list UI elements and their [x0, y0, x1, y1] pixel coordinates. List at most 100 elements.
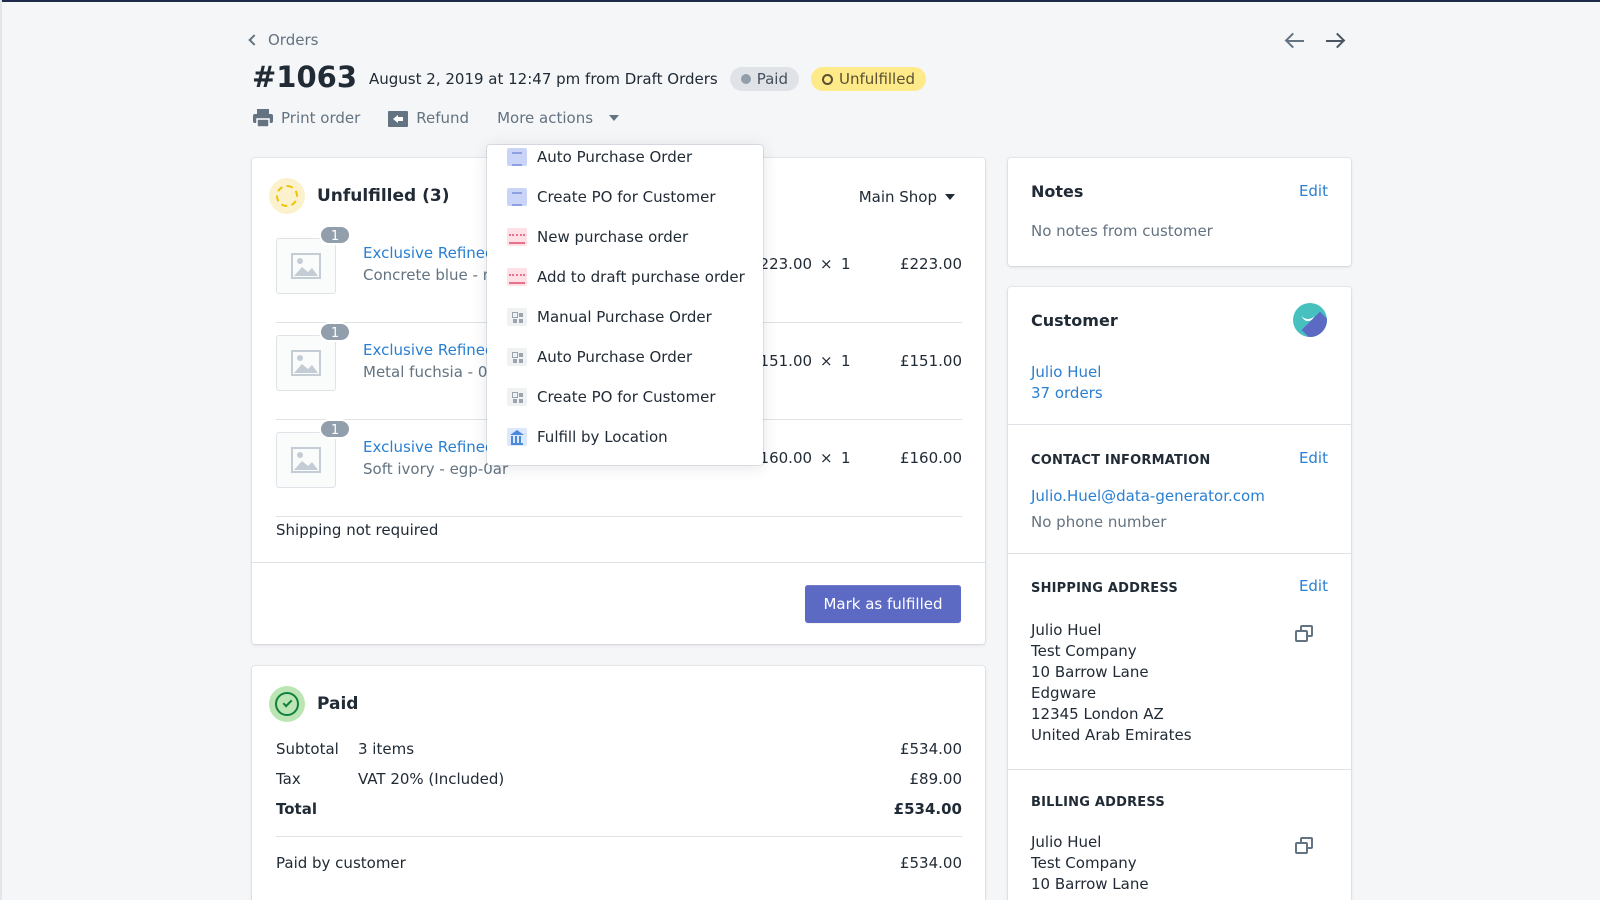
copy-icon[interactable] — [1295, 837, 1315, 855]
purchase-app-icon — [507, 268, 527, 286]
menu-item-auto-purchase-order-2[interactable]: Auto Purchase Order — [487, 337, 763, 377]
more-actions-button[interactable]: More actions — [497, 109, 620, 127]
paid-by-label: Paid by customer — [276, 854, 406, 872]
address-line: Test Company — [1031, 642, 1137, 660]
menu-item-label: Create PO for Customer — [537, 188, 716, 206]
shipping-address: Julio Huel Test Company 10 Barrow Lane E… — [1031, 620, 1192, 746]
customer-card: Customer Julio Huel 37 orders CONTACT IN… — [1008, 287, 1351, 900]
divider — [252, 562, 985, 563]
line-total: £223.00 — [899, 255, 962, 273]
notes-edit-link[interactable]: Edit — [1298, 182, 1328, 200]
subtotal-desc: 3 items — [358, 740, 415, 758]
divider — [276, 836, 962, 837]
location-select[interactable]: Main Shop — [859, 188, 955, 206]
address-line: Test Company — [1031, 854, 1137, 872]
product-link[interactable]: Exclusive Refined — [363, 341, 495, 359]
refund-button[interactable]: Refund — [388, 109, 469, 127]
breadcrumb-orders[interactable]: Orders — [268, 31, 319, 49]
tax-amount: £89.00 — [909, 770, 963, 788]
line-total: £160.00 — [899, 449, 962, 467]
location-label: Main Shop — [858, 188, 937, 206]
menu-item-label: Auto Purchase Order — [537, 348, 693, 366]
divider — [1008, 769, 1351, 770]
menu-item-manual-purchase-order[interactable]: Manual Purchase Order — [487, 297, 763, 337]
arrow-left-icon[interactable] — [1284, 30, 1306, 52]
unit-price: £160.00 — [750, 449, 813, 467]
unfulfilled-title: Unfulfilled (3) — [317, 186, 450, 206]
times-sign: × — [820, 255, 833, 273]
product-variant: Soft ivory - egp-0ar — [363, 460, 509, 478]
printer-icon — [253, 109, 273, 127]
paid-status-badge: Paid — [729, 67, 799, 91]
unfulfilled-status-badge: Unfulfilled — [811, 67, 926, 91]
avatar — [1293, 303, 1327, 337]
subtotal-label: Subtotal — [276, 740, 339, 758]
quantity: 1 — [841, 255, 851, 273]
breadcrumb[interactable]: Orders — [248, 31, 319, 49]
menu-item-new-purchase-order[interactable]: New purchase order — [487, 217, 763, 257]
arrow-right-icon[interactable] — [1324, 30, 1346, 52]
product-thumbnail — [276, 238, 336, 294]
billing-address: Julio Huel Test Company 10 Barrow Lane — [1031, 832, 1149, 895]
order-actions: Print order Refund More actions — [253, 109, 620, 127]
unit-price: £151.00 — [750, 352, 813, 370]
contact-edit-link[interactable]: Edit — [1298, 449, 1328, 467]
paid-header: Paid — [269, 686, 358, 722]
product-thumbnail — [276, 335, 336, 391]
print-order-label: Print order — [281, 109, 361, 127]
contact-info-label: CONTACT INFORMATION — [1031, 453, 1211, 468]
copy-icon[interactable] — [1295, 625, 1315, 643]
customer-orders-link[interactable]: 37 orders — [1031, 384, 1103, 402]
more-actions-label: More actions — [497, 109, 594, 127]
image-placeholder-icon — [291, 447, 321, 473]
more-actions-menu: Auto Purchase Order Create PO for Custom… — [487, 145, 763, 465]
menu-item-add-to-draft-purchase-order[interactable]: Add to draft purchase order — [487, 257, 763, 297]
image-placeholder-icon — [291, 350, 321, 376]
ring-icon — [822, 73, 833, 85]
quantity-badge: 1 — [319, 419, 351, 439]
total-amount: £534.00 — [893, 800, 962, 818]
customer-name-link[interactable]: Julio Huel — [1031, 363, 1102, 381]
billing-address-label: BILLING ADDRESS — [1031, 795, 1165, 810]
check-circle-icon — [269, 686, 305, 722]
menu-item-create-po-for-customer-2[interactable]: Create PO for Customer — [487, 377, 763, 417]
tax-label: Tax — [276, 770, 301, 788]
unfulfilled-badge-label: Unfulfilled — [839, 70, 915, 88]
mark-as-fulfilled-button[interactable]: Mark as fulfilled — [805, 585, 961, 623]
unfulfilled-icon — [269, 178, 305, 214]
menu-item-label: Fulfill by Location — [537, 428, 668, 446]
dot-icon — [740, 74, 751, 84]
print-order-button[interactable]: Print order — [253, 109, 360, 127]
chevron-left-icon — [248, 34, 260, 46]
product-link[interactable]: Exclusive Refined — [363, 244, 495, 262]
line-total: £151.00 — [899, 352, 962, 370]
quantity-badge: 1 — [319, 225, 351, 245]
address-line: Edgware — [1031, 684, 1097, 702]
menu-item-label: Manual Purchase Order — [537, 308, 712, 326]
address-line: United Arab Emirates — [1031, 726, 1192, 744]
paid-by-amount: £534.00 — [899, 854, 962, 872]
tax-desc: VAT 20% (Included) — [358, 770, 505, 788]
caret-down-icon — [945, 194, 955, 200]
notes-card: Notes Edit No notes from customer — [1008, 158, 1351, 266]
product-thumbnail — [276, 432, 336, 488]
quantity: 1 — [841, 352, 851, 370]
order-navigation — [1284, 30, 1346, 52]
customer-email-link[interactable]: Julio.Huel@data-generator.com — [1031, 487, 1265, 505]
shipping-edit-link[interactable]: Edit — [1298, 577, 1328, 595]
paid-title: Paid — [317, 694, 359, 714]
product-link[interactable]: Exclusive Refined — [363, 438, 495, 456]
menu-item-create-po-for-customer[interactable]: Create PO for Customer — [487, 177, 763, 217]
menu-item-auto-purchase-order[interactable]: Auto Purchase Order — [487, 145, 763, 177]
menu-item-label: Create PO for Customer — [537, 388, 716, 406]
refund-label: Refund — [416, 109, 470, 127]
unfulfilled-header: Unfulfilled (3) — [269, 178, 449, 214]
shipping-note: Shipping not required — [276, 521, 439, 539]
unit-price: £223.00 — [750, 255, 813, 273]
refund-icon — [388, 111, 409, 127]
subtotal-amount: £534.00 — [899, 740, 962, 758]
total-label: Total — [276, 800, 317, 818]
line-item: 1 Exclusive Refined Soft ivory - egp-0ar… — [276, 419, 962, 517]
address-line: Julio Huel — [1031, 833, 1102, 851]
menu-item-fulfill-by-location[interactable]: Fulfill by Location — [487, 417, 763, 457]
